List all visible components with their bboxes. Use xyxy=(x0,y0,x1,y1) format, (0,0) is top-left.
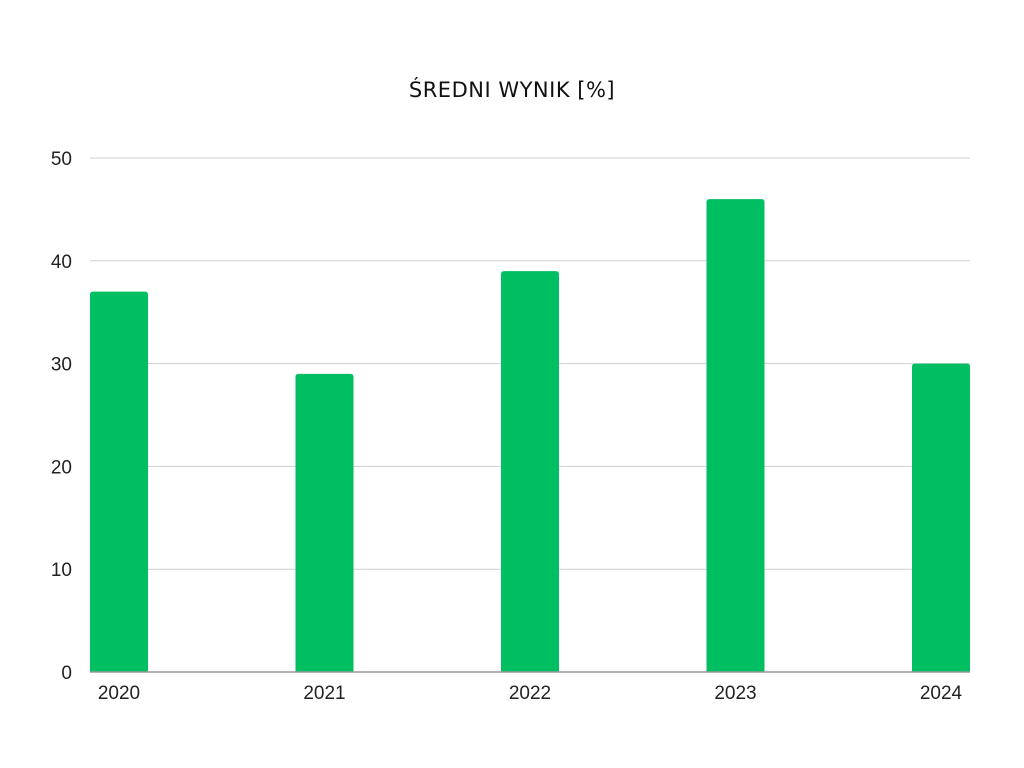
y-tick-label: 40 xyxy=(51,252,72,273)
x-axis-ticks: 2020 2021 2022 2023 2024 xyxy=(98,683,963,704)
y-tick-label: 0 xyxy=(61,663,72,684)
x-tick-label: 2024 xyxy=(920,683,963,704)
bar-2024 xyxy=(912,363,970,672)
bar-2022 xyxy=(501,271,559,672)
x-tick-label: 2021 xyxy=(303,683,345,704)
bar-2020 xyxy=(90,291,148,672)
bar-2023 xyxy=(706,199,765,672)
x-tick-label: 2020 xyxy=(98,683,140,704)
bar-2021 xyxy=(295,373,354,672)
y-tick-label: 10 xyxy=(51,560,72,581)
x-tick-label: 2022 xyxy=(509,683,551,704)
chart-title: ŚREDNI WYNIK [%] xyxy=(408,78,616,102)
y-axis-ticks: 0 10 20 30 40 50 xyxy=(51,149,72,684)
bars xyxy=(90,199,970,672)
x-tick-label: 2023 xyxy=(714,683,756,704)
y-tick-label: 20 xyxy=(51,457,72,478)
y-tick-label: 50 xyxy=(51,149,72,170)
y-tick-label: 30 xyxy=(51,355,72,376)
